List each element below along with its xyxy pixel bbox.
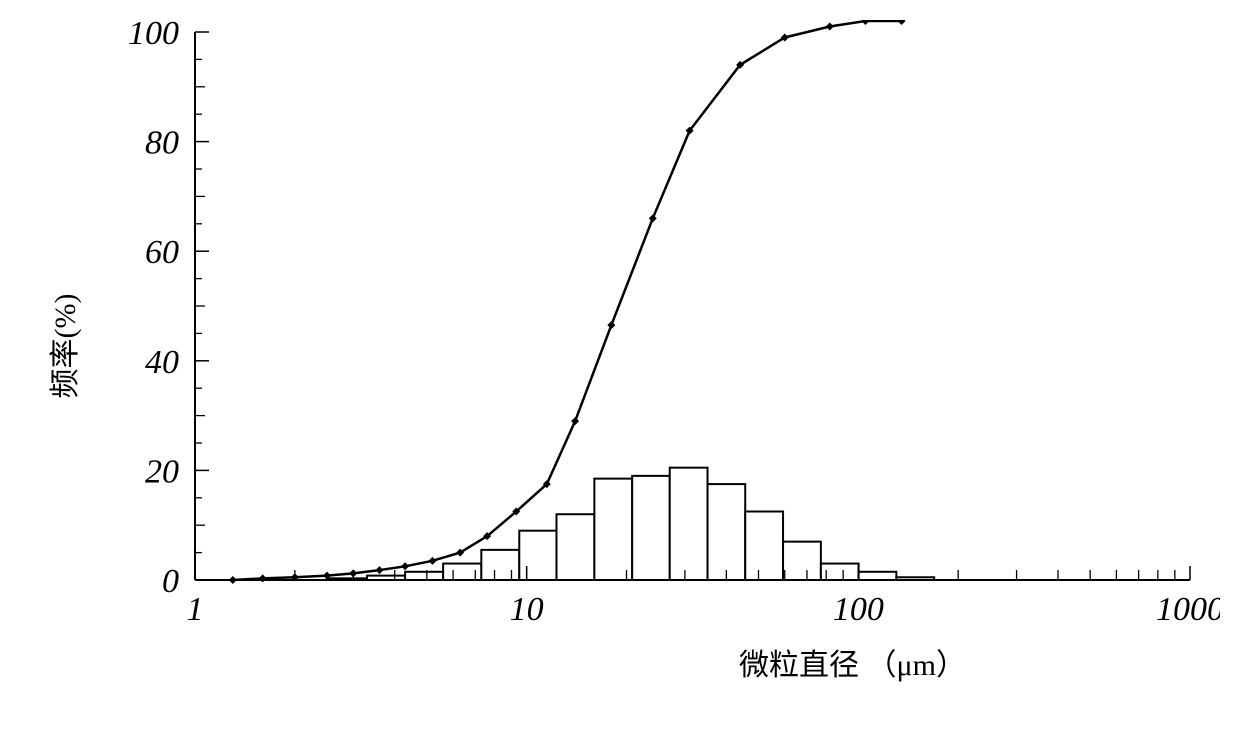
- line-marker: [428, 557, 436, 565]
- particle-size-chart: 0 20 40 60 80 100 1 10 100 1000 频率(%) 微粒直径 （μm）: [20, 20, 1220, 700]
- y-tick-label: 20: [145, 453, 179, 490]
- bar: [405, 572, 443, 580]
- bar: [783, 542, 821, 580]
- y-tick-label: 0: [162, 563, 179, 600]
- line-marker: [826, 23, 834, 31]
- line-marker: [229, 576, 237, 584]
- bar: [594, 479, 632, 580]
- line-marker: [349, 569, 357, 577]
- line-marker: [571, 417, 579, 425]
- y-tick-label: 40: [145, 344, 179, 381]
- line-marker: [898, 20, 906, 25]
- y-tick-label: 60: [145, 234, 179, 271]
- bar: [745, 512, 783, 581]
- line-marker: [376, 566, 384, 574]
- line-marker: [401, 562, 409, 570]
- bar: [481, 550, 519, 580]
- line-marker: [259, 574, 267, 582]
- x-tick-label: 100: [833, 591, 884, 628]
- bar: [556, 514, 594, 580]
- cumulative-line: [229, 20, 906, 584]
- bar: [519, 531, 556, 580]
- bar: [632, 476, 670, 580]
- line-marker: [607, 321, 615, 329]
- y-axis-label: 频率(%): [49, 294, 82, 399]
- line-marker: [649, 214, 657, 222]
- bar: [670, 468, 708, 580]
- x-tick-label: 10: [510, 591, 544, 628]
- y-tick-label: 100: [128, 20, 179, 52]
- line-path: [233, 21, 902, 580]
- x-tick-label: 1000: [1156, 591, 1220, 628]
- y-tick-label: 80: [145, 125, 179, 162]
- chart-svg: 0 20 40 60 80 100 1 10 100 1000 频率(%) 微粒直径 （μm）: [20, 20, 1220, 700]
- x-axis-label: 微粒直径 （μm）: [739, 649, 966, 682]
- bar: [708, 484, 746, 580]
- x-tick-label: 1: [187, 591, 204, 628]
- bar: [859, 572, 897, 580]
